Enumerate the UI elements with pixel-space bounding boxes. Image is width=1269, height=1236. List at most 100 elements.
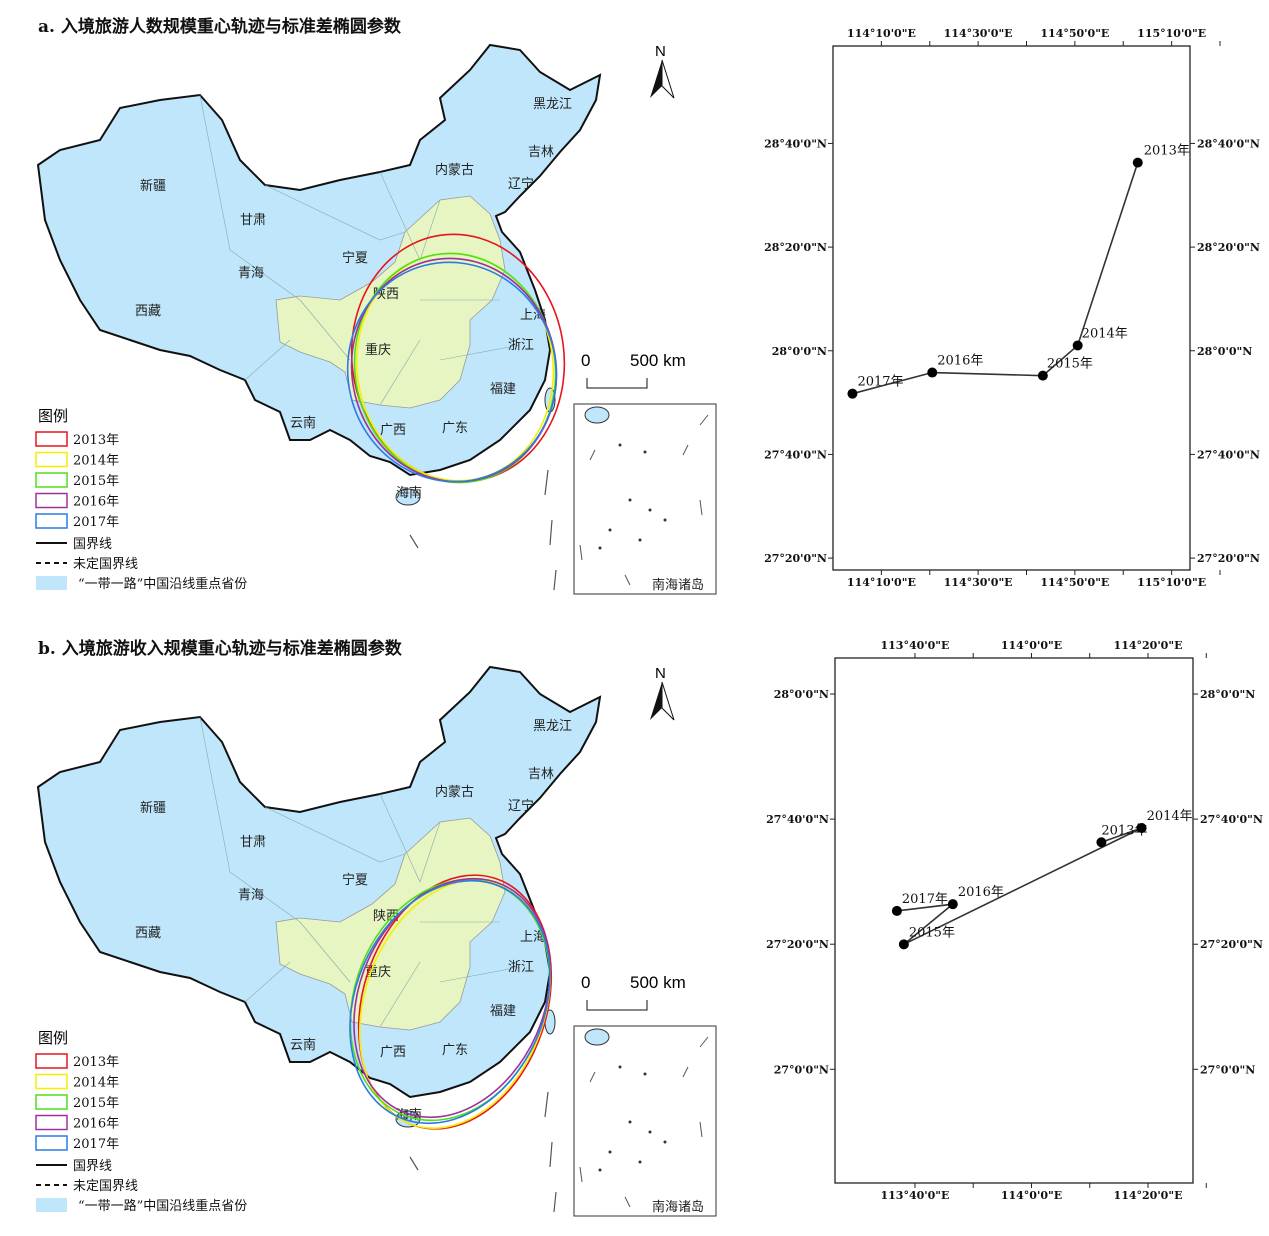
y-tick-label-right: 28°0'0"N: [1197, 345, 1252, 358]
inset-island: [608, 528, 612, 532]
province-label: 福建: [490, 382, 516, 397]
centroid-point: [891, 905, 902, 916]
south-china-sea-inset: [573, 1025, 717, 1217]
province-label: 浙江: [508, 960, 534, 975]
point-label: 2014年: [1082, 326, 1128, 341]
std-ellipse-2016年: [353, 877, 551, 1119]
inset-boundary: [624, 1196, 631, 1208]
x-tick-label-top: 113°40'0"E: [881, 639, 950, 652]
province-label: 重庆: [365, 964, 391, 980]
centroid-point: [1096, 837, 1107, 848]
x-tick-label-top: 114°50'0"E: [1040, 27, 1109, 40]
province-label: 宁夏: [342, 250, 368, 266]
inset-island: [608, 1150, 612, 1154]
panel-a-title: a. 入境旅游人数规模重心轨迹与标准差椭圆参数: [38, 17, 401, 37]
inset-island: [648, 1130, 652, 1134]
plot-frame: [832, 45, 1191, 571]
y-tick-label-right: 27°20'0"N: [1197, 552, 1260, 565]
inset-island: [618, 1065, 622, 1069]
legend-label: 2013年: [73, 433, 119, 448]
province-label: 新疆: [140, 800, 166, 816]
inset-boundary: [589, 449, 596, 461]
point-label: 2015年: [1047, 357, 1093, 372]
south-china-sea-inset: [573, 403, 717, 595]
province-label: 甘肃: [240, 835, 266, 850]
y-tick-label-left: 27°20'0"N: [764, 552, 827, 565]
x-tick-label-top: 114°20'0"E: [1114, 639, 1183, 652]
x-tick-label-bottom: 114°50'0"E: [1040, 576, 1109, 589]
x-tick-label-bottom: 114°20'0"E: [1114, 1189, 1183, 1202]
province-label: 重庆: [365, 342, 391, 358]
point-label: 2013年: [1144, 144, 1190, 159]
legend-label: 2017年: [73, 515, 119, 530]
x-tick-label-bottom: 114°30'0"E: [944, 576, 1013, 589]
inset-island: [648, 508, 652, 512]
inset-island: [628, 1120, 632, 1124]
centroid-point: [847, 388, 858, 399]
panel-b-title: b. 入境旅游收入规模重心轨迹与标准差椭圆参数: [38, 639, 402, 659]
legend-swatch: [35, 1053, 68, 1069]
y-tick-label-left: 27°0'0"N: [774, 1063, 829, 1076]
province-label: 黑龙江: [533, 97, 572, 112]
china-outline: [36, 43, 602, 477]
legend-label: 2017年: [73, 1137, 119, 1152]
province-label: 辽宁: [508, 176, 534, 192]
legend-swatch: [35, 472, 68, 488]
inset-island: [663, 1140, 667, 1144]
legend-swatch: [35, 431, 68, 447]
province-label: 内蒙古: [435, 162, 474, 178]
province-label: 吉林: [528, 145, 554, 160]
province-border: [379, 793, 441, 883]
province-border: [244, 339, 291, 381]
x-tick-label-bottom: 115°10'0"E: [1137, 576, 1206, 589]
legend-label: 2015年: [73, 474, 119, 489]
y-tick-label-right: 27°0'0"N: [1200, 1063, 1255, 1076]
scale-bar: [586, 1000, 648, 1011]
point-label: 2016年: [937, 354, 983, 369]
legend-label: 国界线: [73, 537, 112, 552]
province-label: 浙江: [508, 338, 534, 353]
undetermined-boundary: [549, 1141, 553, 1168]
inset-boundary: [699, 414, 709, 426]
inset-hainan: [584, 406, 610, 424]
scale-label: 500 km: [630, 973, 686, 992]
inset-boundary: [579, 1166, 583, 1183]
north-arrow-icon: [661, 681, 675, 721]
province-label: 青海: [238, 266, 264, 281]
province-label: 黑龙江: [533, 719, 572, 734]
legend-label: 2016年: [73, 495, 119, 510]
legend-label: “一带一路”中国沿线重点省份: [78, 1198, 247, 1214]
trajectory-line: [852, 162, 1139, 395]
inset-boundary: [624, 574, 631, 586]
centroid-point: [1136, 822, 1147, 833]
legend-label: 2013年: [73, 1055, 119, 1070]
undetermined-boundary: [409, 1156, 419, 1171]
inset-island: [628, 498, 632, 502]
province-border: [199, 716, 301, 923]
inset-island: [618, 443, 622, 447]
province-label: 云南: [290, 415, 316, 431]
y-tick-label-left: 27°20'0"N: [766, 938, 829, 951]
province-label: 广西: [380, 423, 406, 438]
point-label: 2016年: [958, 885, 1004, 900]
province-border: [379, 339, 421, 406]
point-label: 2014年: [1147, 809, 1193, 824]
non-belt-provinces: [275, 195, 506, 409]
legend-title: 图例: [38, 1029, 68, 1047]
x-tick-label-bottom: 114°0'0"E: [1001, 1189, 1062, 1202]
point-label: 2013年: [1101, 823, 1147, 838]
inset-boundary: [699, 1121, 703, 1138]
inset-island: [598, 546, 602, 550]
legend-label: 2016年: [73, 1117, 119, 1132]
y-tick-label-left: 27°40'0"N: [766, 813, 829, 826]
inset-boundary: [579, 544, 583, 561]
inset-island: [638, 1160, 642, 1164]
legend-label: 未定国界线: [73, 557, 138, 572]
undetermined-boundary: [544, 1091, 549, 1118]
province-border: [379, 171, 441, 261]
undetermined-boundary: [544, 469, 549, 496]
legend-swatch: [35, 1135, 68, 1151]
scale-zero: 0: [581, 973, 590, 992]
centroid-point: [1037, 370, 1048, 381]
